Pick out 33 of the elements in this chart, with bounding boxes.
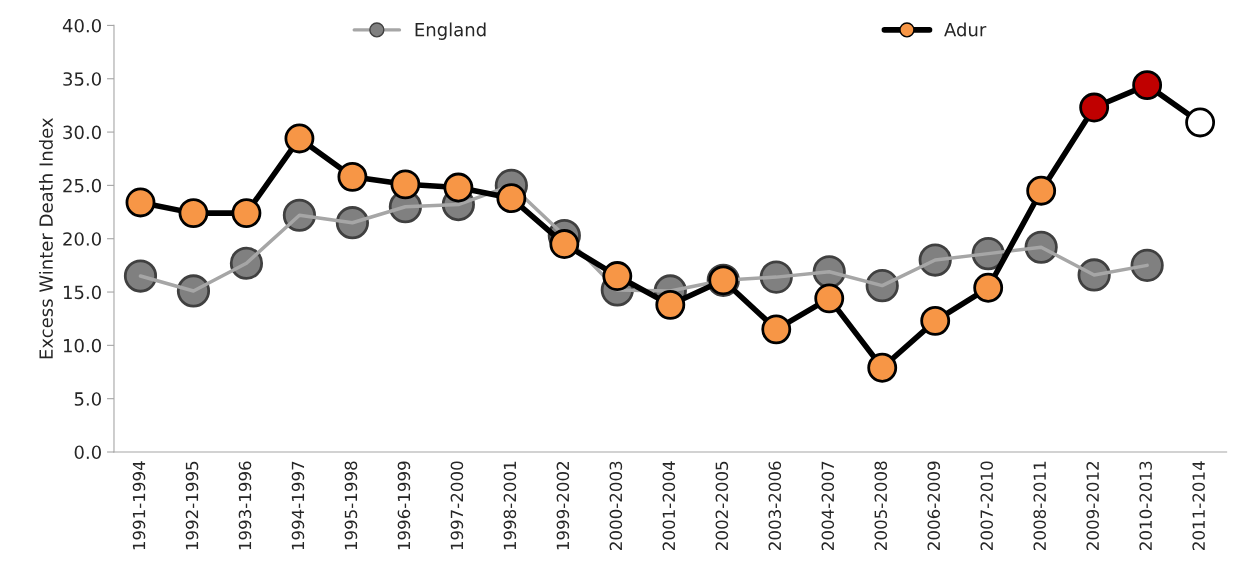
y-tick-label: 0.0 — [74, 445, 101, 460]
x-tick-label: 2002-2005 — [715, 461, 729, 550]
x-tick-label: 1992-1995 — [185, 461, 199, 550]
x-tick-label: 2011-2014 — [1192, 461, 1205, 550]
x-tick-label: 1991-1994 — [132, 461, 146, 550]
x-tick-label: 2006-2009 — [927, 461, 941, 550]
x-tick-label: 1996-1999 — [397, 461, 411, 550]
y-tick-label: 15.0 — [63, 285, 101, 300]
y-tick-label: 25.0 — [63, 178, 101, 193]
y-tick-label: 30.0 — [63, 125, 101, 140]
x-tick-label: 2004-2007 — [821, 461, 835, 550]
x-tick-label: 1994-1997 — [291, 461, 305, 550]
x-tick-label: 2000-2003 — [609, 461, 623, 550]
x-tick-label: 2008-2011 — [1033, 461, 1047, 550]
y-axis-title: Excess Winter Death Index — [38, 117, 53, 359]
legend-label: England — [415, 22, 486, 40]
x-tick-label: 2009-2012 — [1086, 462, 1099, 550]
legend-label: Adur — [944, 22, 987, 37]
y-tick-label: 10.0 — [63, 338, 101, 353]
y-tick-label: 40.0 — [62, 18, 101, 33]
x-tick-label: 1997-2000 — [450, 461, 464, 550]
x-tick-label: 2007-2010 — [980, 461, 994, 550]
x-tick-label: 1999-2002 — [556, 462, 570, 550]
x-tick-label: 2005-2008 — [874, 461, 888, 550]
x-tick-label: 2003-2006 — [768, 461, 782, 550]
x-tick-label: 1995-1998 — [344, 461, 358, 550]
y-tick-label: 5.0 — [74, 392, 101, 406]
x-tick-label: 2001-2004 — [662, 461, 676, 550]
x-tick-label: 2010-2013 — [1139, 461, 1152, 550]
x-tick-label: 1993-1996 — [238, 461, 252, 550]
x-tick-label: 1998-2001 — [503, 461, 517, 550]
y-tick-label: 20.0 — [63, 232, 101, 246]
y-tick-label: 35.0 — [63, 72, 101, 86]
